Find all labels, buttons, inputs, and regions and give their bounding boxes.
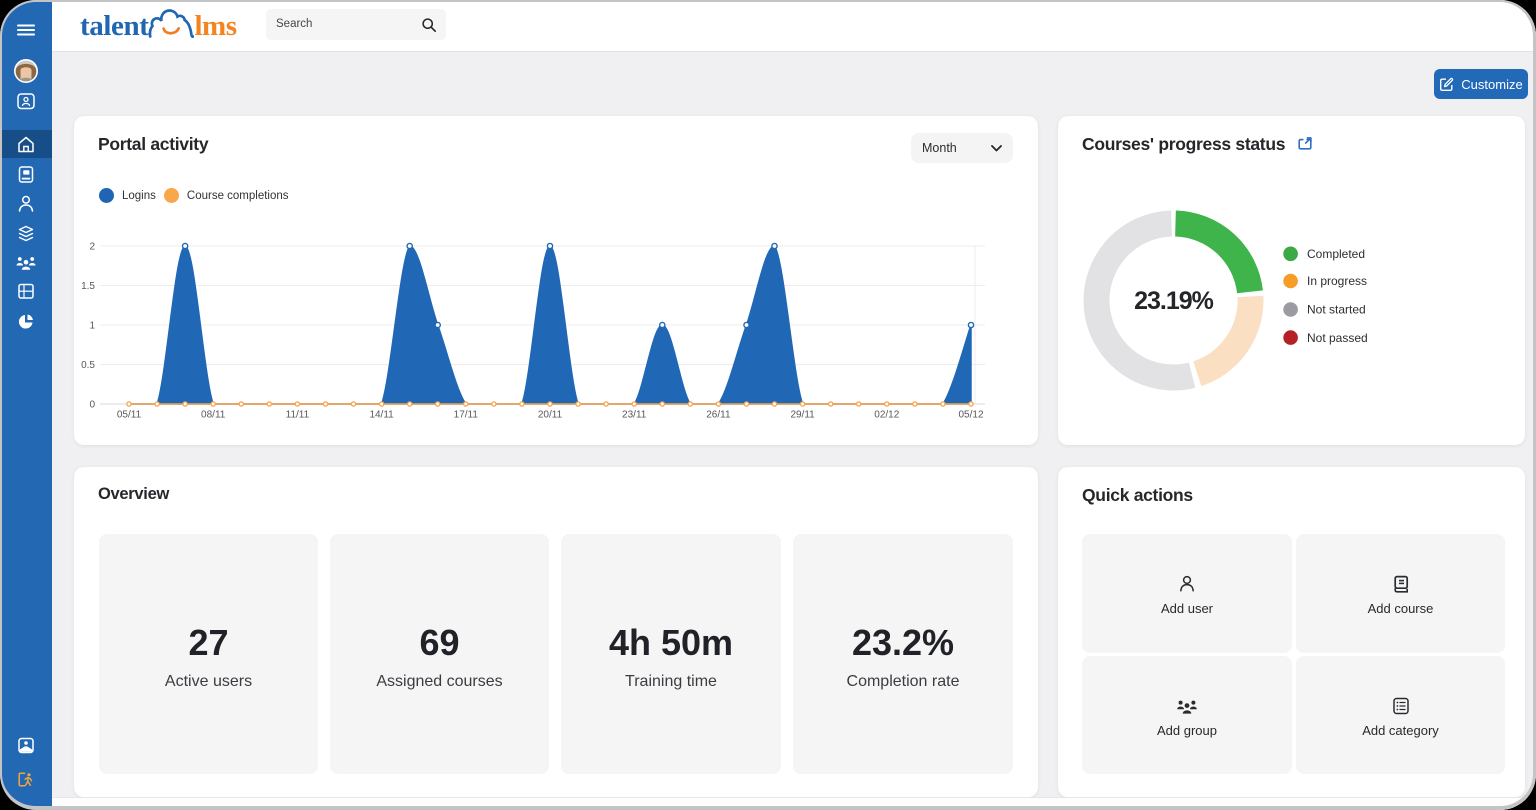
svg-text:05/12: 05/12 — [958, 410, 983, 421]
svg-text:0.5: 0.5 — [81, 360, 95, 371]
svg-text:14/11: 14/11 — [369, 410, 394, 421]
svg-text:02/12: 02/12 — [874, 410, 899, 421]
svg-text:05/11: 05/11 — [117, 410, 142, 421]
svg-text:Not started: Not started — [1307, 303, 1366, 317]
svg-text:1.5: 1.5 — [81, 281, 95, 292]
svg-text:26/11: 26/11 — [706, 410, 731, 421]
svg-text:0: 0 — [89, 400, 95, 411]
svg-text:11/11: 11/11 — [286, 410, 310, 421]
svg-text:17/11: 17/11 — [454, 410, 479, 421]
svg-text:2: 2 — [89, 242, 95, 253]
svg-text:20/11: 20/11 — [538, 410, 563, 421]
svg-text:Not passed: Not passed — [1307, 331, 1368, 345]
svg-text:29/11: 29/11 — [790, 410, 815, 421]
svg-text:23.19%: 23.19% — [1134, 287, 1214, 315]
svg-text:In progress: In progress — [1307, 274, 1367, 288]
svg-text:Completed: Completed — [1307, 247, 1365, 261]
svg-text:23/11: 23/11 — [622, 410, 647, 421]
svg-text:1: 1 — [89, 321, 95, 332]
svg-text:08/11: 08/11 — [201, 410, 226, 421]
